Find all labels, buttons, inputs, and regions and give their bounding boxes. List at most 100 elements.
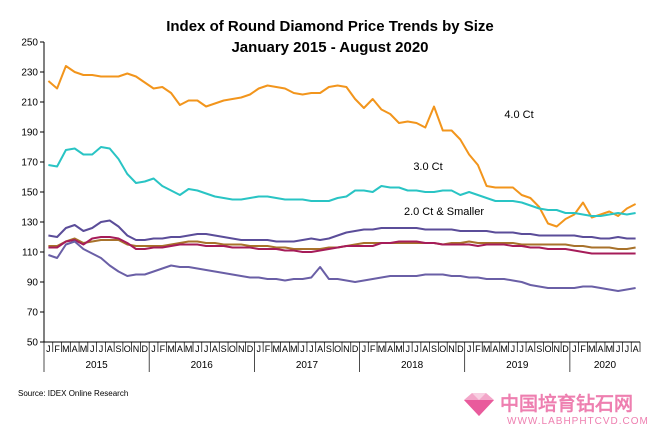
month-label: M (606, 344, 614, 354)
month-label: M (395, 344, 403, 354)
month-label: A (107, 344, 113, 354)
series-line-6 (48, 240, 636, 292)
month-label: M (588, 344, 596, 354)
month-label: N (448, 344, 455, 354)
month-label: J (467, 344, 472, 354)
month-label: A (212, 344, 218, 354)
year-label: 2016 (191, 360, 214, 371)
month-label: M (483, 344, 491, 354)
month-label: J (46, 344, 51, 354)
month-label: A (598, 344, 604, 354)
month-label: D (352, 344, 359, 354)
month-label: J (405, 344, 410, 354)
series-line-3 (48, 219, 636, 243)
month-label: N (553, 344, 560, 354)
month-label: J (309, 344, 314, 354)
month-label: N (238, 344, 245, 354)
y-tick-label: 190 (21, 128, 38, 139)
month-label: M (500, 344, 508, 354)
y-tick-label: 50 (27, 338, 39, 349)
month-label: D (562, 344, 569, 354)
month-label: F (580, 344, 586, 354)
month-label: O (544, 344, 551, 354)
month-label: A (387, 344, 393, 354)
month-label: O (229, 344, 236, 354)
month-label: A (317, 344, 323, 354)
month-label: O (334, 344, 341, 354)
year-label: 2015 (85, 360, 108, 371)
month-label: F (370, 344, 376, 354)
month-label: J (362, 344, 367, 354)
month-label: F (265, 344, 271, 354)
year-label: 2020 (594, 360, 617, 371)
diamond-logo-icon (464, 393, 494, 416)
month-label: J (625, 344, 630, 354)
month-label: J (300, 344, 305, 354)
month-label: J (511, 344, 516, 354)
month-label: F (160, 344, 166, 354)
y-tick-label: 130 (21, 218, 38, 229)
month-label: A (177, 344, 183, 354)
year-label: 2019 (506, 360, 529, 371)
y-tick-label: 210 (21, 98, 38, 109)
chart-subtitle: January 2015 - August 2020 (231, 39, 428, 56)
series-line-5 (48, 236, 636, 255)
annotations: 4.0 Ct 3.0 Ct 2.0 Ct & Smaller (404, 109, 534, 218)
watermark-en: WWW.LABHPHTCVD.COM (507, 416, 649, 427)
month-label: S (115, 344, 121, 354)
month-label: A (282, 344, 288, 354)
year-label: 2018 (401, 360, 424, 371)
y-tick-label: 110 (22, 248, 38, 259)
month-label: O (439, 344, 446, 354)
month-label: S (536, 344, 542, 354)
month-label: A (527, 344, 533, 354)
month-label: A (492, 344, 498, 354)
y-tick-label: 230 (21, 68, 38, 79)
month-label: F (475, 344, 481, 354)
y-tick-label: 250 (21, 38, 38, 49)
series-line-1 (47, 65, 637, 228)
month-label: J (616, 344, 621, 354)
month-label: N (133, 344, 140, 354)
series-annotation: 3.0 Ct (413, 161, 442, 173)
y-tick-label: 70 (27, 308, 39, 319)
month-label: D (457, 344, 464, 354)
month-label: M (273, 344, 281, 354)
month-label: J (204, 344, 209, 354)
month-label: A (633, 344, 639, 354)
month-label: J (90, 344, 95, 354)
series-annotation: 4.0 Ct (504, 109, 533, 121)
month-label: S (326, 344, 332, 354)
month-label: D (247, 344, 254, 354)
month-label: S (221, 344, 227, 354)
month-label: J (519, 344, 524, 354)
series-line-2 (48, 146, 636, 217)
month-label: J (99, 344, 104, 354)
chart-title: Index of Round Diamond Price Trends by S… (166, 18, 494, 35)
month-label: F (54, 344, 60, 354)
month-label: J (151, 344, 156, 354)
month-label: A (72, 344, 78, 354)
year-label: 2017 (296, 360, 319, 371)
watermark-cn: 中国培育钻石网 (500, 392, 633, 415)
month-label: M (80, 344, 88, 354)
month-label: J (256, 344, 261, 354)
source-note: Source: IDEX Online Research (18, 389, 128, 398)
month-label: M (378, 344, 386, 354)
month-label: J (414, 344, 419, 354)
month-label: M (290, 344, 298, 354)
watermark: 中国培育钻石网 WWW.LABHPHTCVD.COM (464, 392, 649, 427)
month-label: D (142, 344, 149, 354)
y-tick-label: 150 (21, 188, 38, 199)
month-label: M (62, 344, 70, 354)
series-layer (47, 65, 637, 292)
y-tick-label: 90 (27, 278, 39, 289)
month-label: S (431, 344, 437, 354)
month-label: J (195, 344, 200, 354)
series-annotation: 2.0 Ct & Smaller (404, 206, 484, 218)
month-label: J (572, 344, 577, 354)
month-label: M (185, 344, 193, 354)
month-label: A (422, 344, 428, 354)
